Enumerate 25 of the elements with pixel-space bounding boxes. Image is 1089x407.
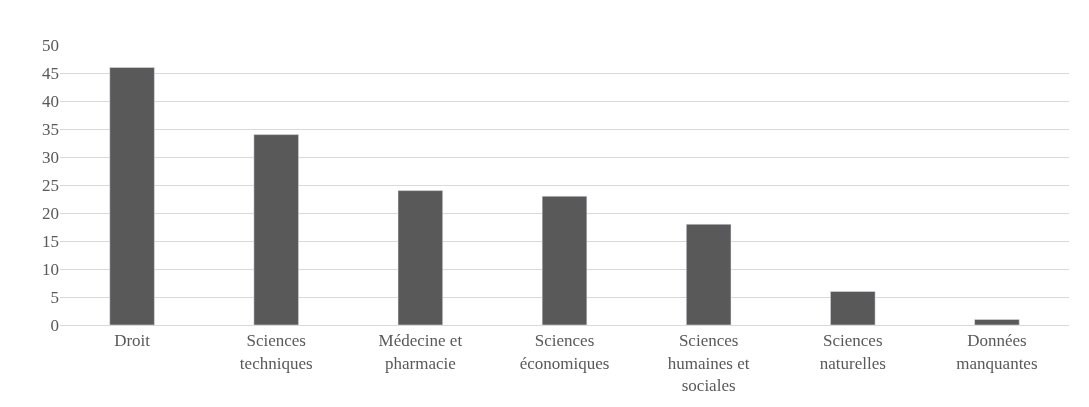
y-tick-label: 45	[42, 63, 59, 83]
x-tick-label: Sciences économiques	[519, 331, 610, 373]
y-tick-label: 35	[42, 119, 59, 139]
bar	[109, 67, 155, 325]
x-tick-label: Sciences humaines et sociales	[667, 331, 750, 395]
x-tick-label: Données manquantes	[956, 331, 1038, 373]
y-tick-label: 20	[42, 203, 59, 223]
y-tick-label: 10	[42, 259, 59, 279]
bar	[686, 223, 732, 325]
bar	[541, 195, 588, 325]
bar	[830, 291, 876, 325]
y-tick-label: 50	[42, 35, 59, 55]
y-tick-label: 15	[42, 231, 59, 251]
y-tick-label: 5	[50, 287, 59, 307]
x-tick-label: Droit	[114, 331, 151, 351]
y-tick-label: 0	[50, 315, 59, 335]
y-tick-label: 30	[42, 147, 59, 167]
bar	[253, 134, 299, 325]
y-tick-label: 40	[42, 91, 59, 111]
x-tick-label: Sciences naturelles	[819, 331, 886, 373]
bar	[397, 190, 443, 325]
x-tick-label: Sciences techniques	[239, 331, 313, 373]
bar	[974, 319, 1020, 325]
x-tick-label: Médecine et pharmacie	[378, 331, 463, 373]
y-tick-label: 25	[42, 175, 59, 195]
